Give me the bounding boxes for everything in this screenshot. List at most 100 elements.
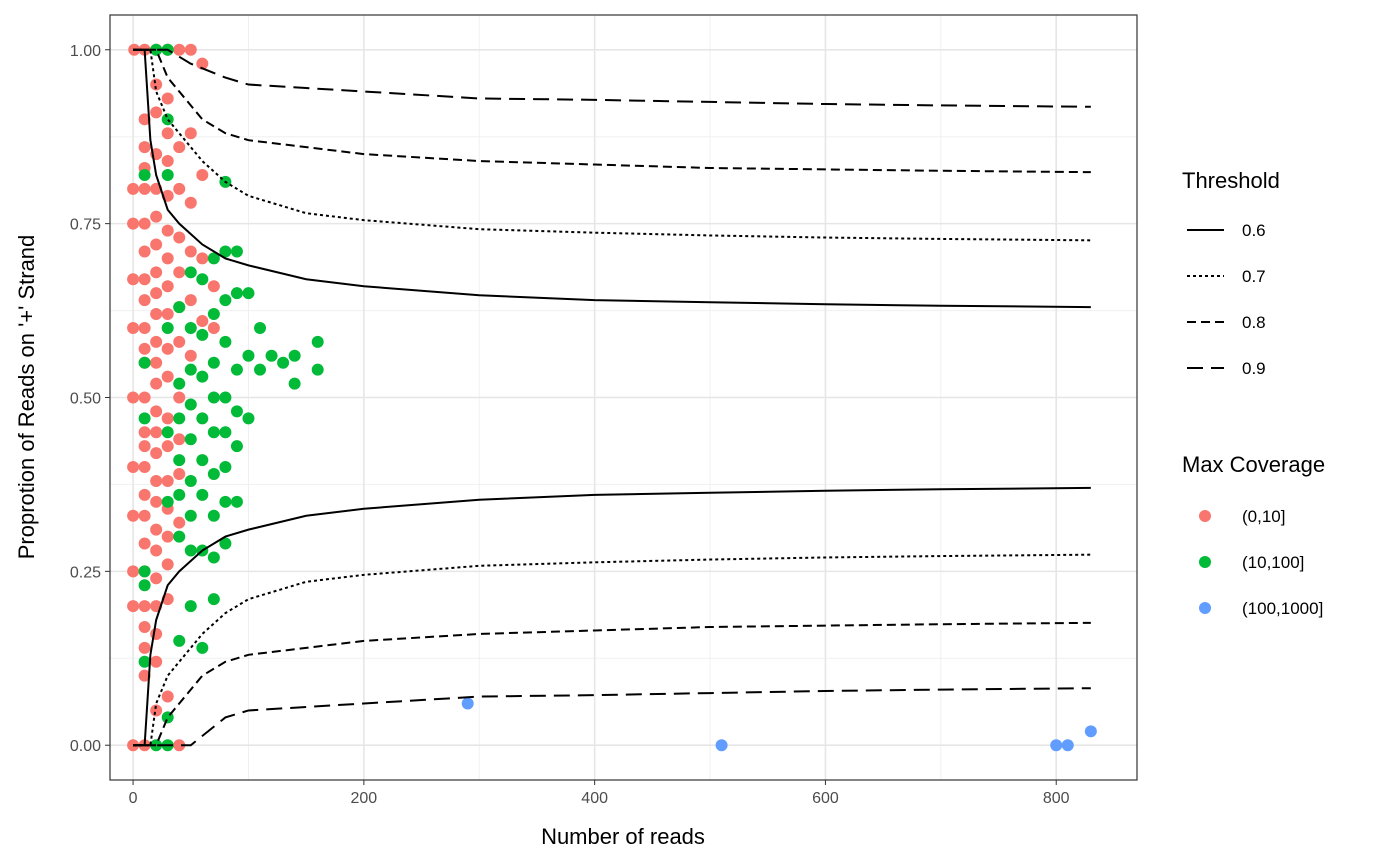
data-point xyxy=(173,335,186,348)
y-tick-label: 0.25 xyxy=(70,564,101,581)
data-point xyxy=(196,328,209,341)
threshold-curve-0.7-upper xyxy=(133,48,1091,242)
data-point xyxy=(150,739,163,752)
data-point xyxy=(127,461,140,474)
coverage-legend-key xyxy=(1199,556,1211,568)
data-point xyxy=(196,168,209,181)
data-point xyxy=(138,391,151,404)
data-point xyxy=(138,655,151,668)
data-point xyxy=(219,245,232,258)
data-point xyxy=(207,356,220,369)
data-point xyxy=(230,405,243,418)
data-point xyxy=(150,308,163,321)
data-point xyxy=(138,182,151,195)
data-point xyxy=(219,294,232,307)
data-point xyxy=(173,391,186,404)
data-point xyxy=(196,641,209,654)
data-point xyxy=(138,621,151,633)
data-point xyxy=(311,363,324,376)
data-point xyxy=(184,43,197,56)
data-point xyxy=(219,391,232,404)
data-point xyxy=(138,321,151,334)
data-point xyxy=(150,335,163,348)
data-point xyxy=(150,474,163,487)
x-tick-label: 200 xyxy=(351,790,378,807)
data-point xyxy=(207,321,220,334)
data-point xyxy=(242,287,255,300)
threshold-curve-0.8-upper xyxy=(133,48,1091,174)
data-point xyxy=(150,43,163,56)
data-point xyxy=(184,363,197,376)
data-point xyxy=(161,690,174,703)
data-point xyxy=(161,342,174,355)
data-point xyxy=(138,669,151,682)
data-point xyxy=(150,106,163,119)
data-point xyxy=(219,426,232,439)
data-point xyxy=(196,454,209,467)
grid-major xyxy=(110,15,1137,780)
data-point xyxy=(173,231,186,244)
data-point xyxy=(1084,725,1097,738)
x-tick-label: 400 xyxy=(581,790,608,807)
data-point xyxy=(138,426,151,439)
y-tick-label: 1.00 xyxy=(70,43,101,60)
data-point xyxy=(161,370,174,383)
threshold-legend-title: Threshold xyxy=(1182,168,1280,193)
coverage-legend-key xyxy=(1199,510,1211,522)
data-point xyxy=(138,565,151,578)
data-point xyxy=(161,280,174,293)
threshold-curve-0.6-lower xyxy=(133,486,1091,747)
data-point xyxy=(173,454,186,467)
data-point xyxy=(196,315,209,327)
data-point xyxy=(207,280,220,293)
data-point xyxy=(150,210,163,223)
coverage-legend-key xyxy=(1199,602,1211,614)
data-point xyxy=(127,391,140,404)
data-point xyxy=(184,398,197,411)
data-point xyxy=(138,579,151,592)
data-point xyxy=(127,273,140,286)
threshold-curve-0.9-lower xyxy=(133,687,1091,747)
data-point xyxy=(150,78,163,91)
coverage-legend-title: Max Coverage xyxy=(1182,452,1325,477)
data-point xyxy=(138,245,151,258)
data-point xyxy=(127,600,140,613)
threshold-legend-label: 0.8 xyxy=(1242,313,1266,332)
threshold-legend: Threshold 0.6 0.7 0.8 0.9 xyxy=(1182,168,1280,378)
data-point xyxy=(138,113,151,126)
threshold-curve-0.6-upper xyxy=(133,48,1091,309)
threshold-curve-0.9-upper xyxy=(133,48,1091,108)
coverage-legend-label: (10,100] xyxy=(1242,553,1304,572)
coverage-legend-label: (100,1000] xyxy=(1242,599,1323,618)
threshold-curves-layer xyxy=(133,48,1091,747)
data-point xyxy=(150,405,163,418)
data-point xyxy=(150,426,163,439)
data-point xyxy=(161,495,174,508)
coverage-legend: Max Coverage (0,10] (10,100] (100,1000] xyxy=(1182,452,1325,618)
x-tick-label: 800 xyxy=(1043,790,1070,807)
coverage-legend-label: (0,10] xyxy=(1242,507,1285,526)
data-point xyxy=(265,349,278,362)
data-point xyxy=(150,447,163,460)
data-point xyxy=(184,433,197,446)
data-point xyxy=(230,495,243,508)
data-point xyxy=(173,488,186,501)
data-point xyxy=(715,739,728,752)
data-point xyxy=(184,509,197,522)
threshold-legend-label: 0.7 xyxy=(1242,267,1266,286)
data-point xyxy=(138,509,151,522)
data-point xyxy=(219,495,232,508)
data-point xyxy=(161,412,174,425)
data-point xyxy=(230,287,243,300)
data-point xyxy=(127,217,140,230)
data-point xyxy=(138,273,151,286)
data-point xyxy=(207,426,220,439)
data-point xyxy=(150,377,163,390)
data-point xyxy=(173,266,186,279)
data-point xyxy=(150,266,163,279)
data-point xyxy=(161,426,174,439)
data-point xyxy=(150,627,163,640)
data-point xyxy=(184,294,197,307)
data-point xyxy=(138,412,151,425)
data-point xyxy=(150,495,163,508)
